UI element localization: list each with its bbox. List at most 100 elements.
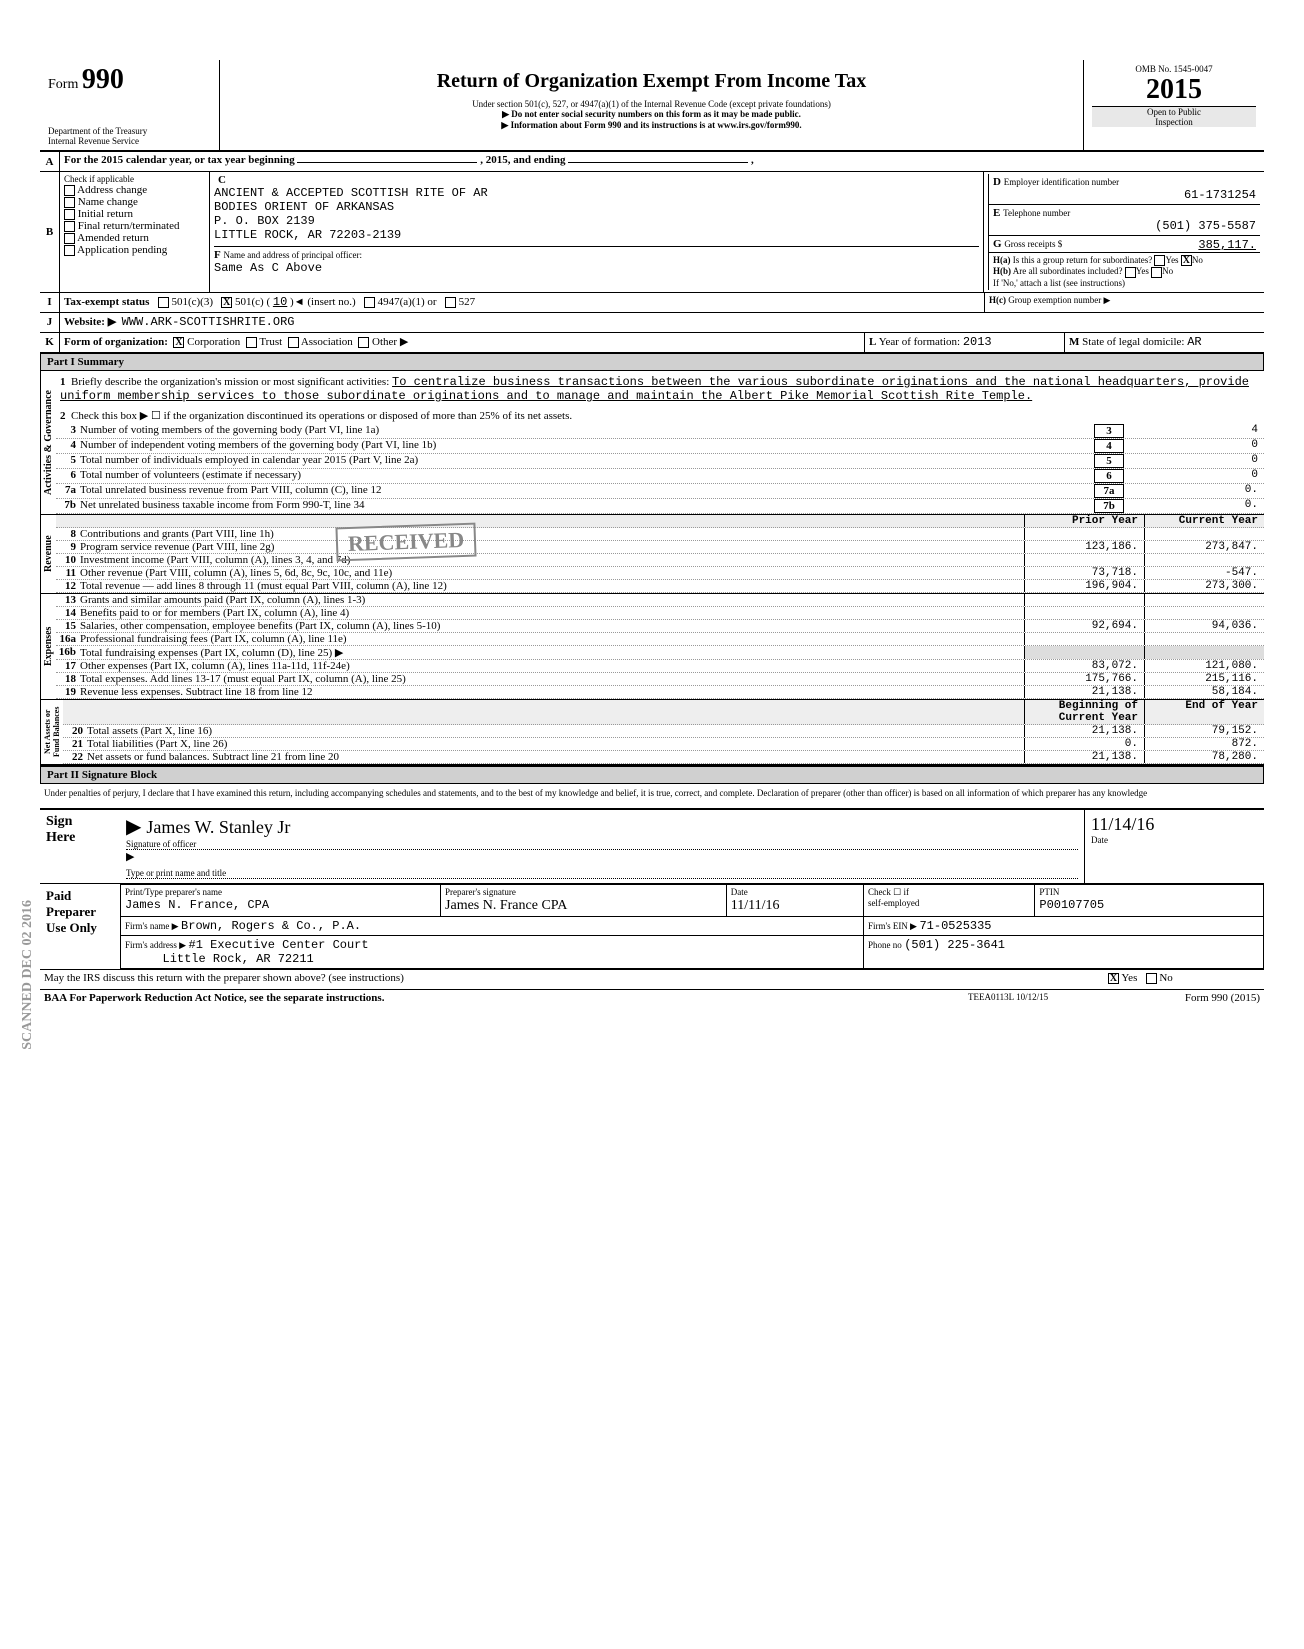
type-label: Type or print name and title [126, 868, 1078, 879]
m-label: State of legal domicile: [1082, 336, 1184, 348]
b-item-2: Initial return [78, 208, 133, 220]
cb-ha-no[interactable] [1181, 255, 1192, 266]
cb-assoc[interactable] [288, 337, 299, 348]
phone-value: (501) 375-5587 [993, 219, 1256, 233]
header-block: B Check if applicable Address change Nam… [40, 172, 1264, 293]
cb-name-change[interactable] [64, 197, 75, 208]
org-addr-2: LITTLE ROCK, AR 72203-2139 [214, 228, 979, 242]
form-number: 990 [82, 64, 124, 95]
prep-sig: James N. France CPA [445, 898, 567, 913]
netassets-block: Net Assets or Fund Balances Beginning of… [40, 700, 1264, 766]
cb-501c[interactable] [221, 297, 232, 308]
firm-phone-label: Phone no [868, 940, 902, 950]
ha-label: Is this a group return for subordinates? [1013, 255, 1152, 265]
cb-amended[interactable] [64, 233, 75, 244]
label-j: J [40, 313, 60, 332]
firm-ein: 71-0525335 [919, 919, 991, 933]
k-label: Form of organization: [64, 336, 168, 348]
cb-corp[interactable] [173, 337, 184, 348]
col-prior: Prior Year [1024, 515, 1144, 527]
dept-label: Department of the Treasury Internal Reve… [48, 126, 211, 146]
part1-body: Activities & Governance 1 Briefly descri… [40, 371, 1264, 515]
ptin-label: PTIN [1039, 887, 1059, 897]
i-label: Tax-exempt status [64, 296, 149, 308]
b-item-0: Address change [77, 184, 147, 196]
form-id-box: Form 990 Department of the Treasury Inte… [40, 60, 220, 150]
cb-hb-no[interactable] [1151, 267, 1162, 278]
website: WWW.ARK-SCOTTISHRITE.ORG [122, 315, 295, 329]
cb-ha-yes[interactable] [1154, 255, 1165, 266]
cb-pending[interactable] [64, 245, 75, 256]
teea-code: TEEA0113L 10/12/15 [964, 990, 1124, 1010]
label-d: D [993, 176, 1001, 188]
l-value: 2013 [963, 335, 992, 349]
prep-sig-label: Preparer's signature [445, 887, 516, 897]
b-item-4: Amended return [77, 232, 149, 244]
d-label: Employer identification number [1004, 177, 1119, 187]
i-527: 527 [459, 296, 476, 308]
cb-501c3[interactable] [158, 297, 169, 308]
sign-here-label: Sign Here [40, 810, 120, 883]
label-g: G [993, 238, 1002, 250]
prep-name-label: Print/Type preparer's name [125, 887, 222, 897]
prep-date: 11/11/16 [731, 898, 780, 913]
form-header: Form 990 Department of the Treasury Inte… [40, 60, 1264, 152]
insert-no: (insert no.) [307, 296, 355, 308]
cb-527[interactable] [445, 297, 456, 308]
firm-addr2: Little Rock, AR 72211 [163, 952, 314, 966]
sign-date: 11/14/16 [1091, 814, 1258, 835]
form-label: Form [48, 77, 78, 92]
label-e: E [993, 207, 1000, 219]
hb-note: If 'No,' attach a list (see instructions… [993, 278, 1125, 288]
cb-discuss-yes[interactable] [1108, 973, 1119, 984]
form-note1: ▶ Do not enter social security numbers o… [228, 109, 1075, 120]
form-ref: Form 990 (2015) [1124, 990, 1264, 1010]
label-a: A [40, 152, 60, 171]
g-label: Gross receipts $ [1004, 239, 1062, 249]
cb-discuss-no[interactable] [1146, 973, 1157, 984]
officer-signature: James W. Stanley Jr [146, 817, 290, 837]
row-k: K Form of organization: Corporation Trus… [40, 333, 1264, 353]
discuss-row: May the IRS discuss this return with the… [40, 970, 1264, 990]
cb-address-change[interactable] [64, 185, 75, 196]
firm-addr-label: Firm's address ▶ [125, 940, 186, 950]
col-begin: Beginning of Current Year [1024, 700, 1144, 724]
label-f: F [214, 249, 221, 261]
c-num: 10 [273, 295, 287, 309]
cb-final-return[interactable] [64, 221, 75, 232]
cb-other[interactable] [358, 337, 369, 348]
hc-label: Group exemption number ▶ [1008, 295, 1110, 305]
tax-year: 2015 [1092, 74, 1256, 106]
org-name-2: BODIES ORIENT OF ARKANSAS [214, 200, 979, 214]
k-other: Other ▶ [372, 336, 408, 348]
firm-name: Brown, Rogers & Co., P.A. [181, 919, 361, 933]
side-governance: Activities & Governance [40, 371, 56, 514]
line2-text: Check this box ▶ ☐ if the organization d… [71, 410, 572, 422]
side-expenses: Expenses [40, 594, 56, 699]
declaration-text: Under penalties of perjury, I declare th… [40, 784, 1264, 802]
l-label: Year of formation: [879, 336, 960, 348]
prep-name: James N. France, CPA [125, 898, 269, 912]
b-item-3: Final return/terminated [78, 220, 180, 232]
discuss-text: May the IRS discuss this return with the… [40, 970, 1104, 989]
inspection-label: Open to Public Inspection [1092, 106, 1256, 127]
gross-receipts: 385,117. [1198, 238, 1256, 252]
cb-4947[interactable] [364, 297, 375, 308]
baa-text: BAA For Paperwork Reduction Act Notice, … [40, 990, 964, 1010]
expenses-block: Expenses 13Grants and similar amounts pa… [40, 594, 1264, 700]
signature-area: Sign Here ▶ James W. Stanley Jr Signatur… [40, 808, 1264, 970]
side-balance: Net Assets or Fund Balances [40, 700, 63, 764]
date-label: Date [1091, 835, 1258, 845]
preparer-block: Paid Preparer Use Only Print/Type prepar… [40, 884, 1264, 970]
firm-label: Firm's name ▶ [125, 921, 179, 931]
hb-label: Are all subordinates included? [1013, 266, 1123, 276]
j-label: Website: ▶ [64, 316, 116, 328]
preparer-label: Paid Preparer Use Only [40, 884, 120, 969]
cb-trust[interactable] [246, 337, 257, 348]
cb-initial-return[interactable] [64, 209, 75, 220]
firm-addr1: #1 Executive Center Court [189, 938, 369, 952]
right-header-block: D Employer identification number 61-1731… [984, 172, 1264, 292]
cb-hb-yes[interactable] [1125, 267, 1136, 278]
footer-row: BAA For Paperwork Reduction Act Notice, … [40, 990, 1264, 1010]
b-checkboxes: Check if applicable Address change Name … [60, 172, 210, 292]
